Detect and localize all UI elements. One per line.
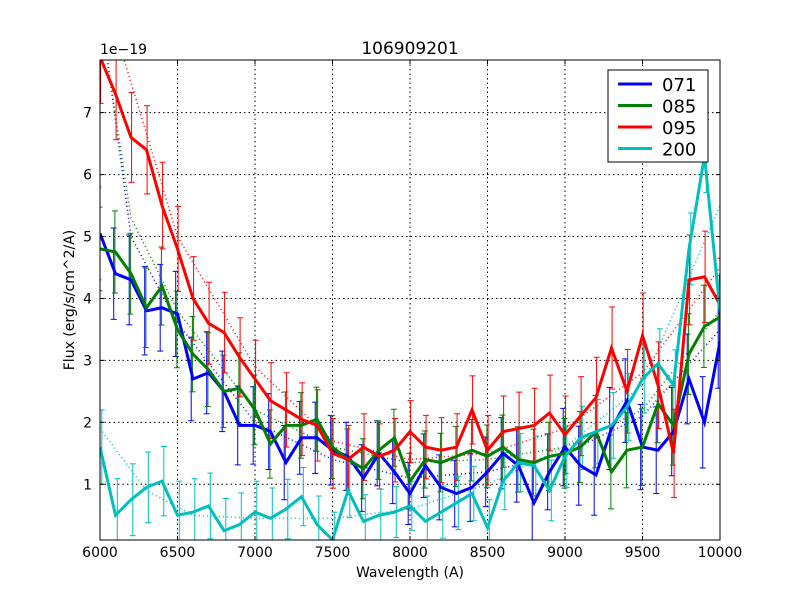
y-tick-label: 2 (83, 415, 92, 431)
error-bar-200 (486, 499, 493, 540)
x-tick-label: 6000 (82, 545, 118, 561)
error-bar-071 (699, 376, 706, 469)
chart-title: 106909201 (361, 39, 458, 59)
error-bar-200 (470, 465, 477, 522)
x-tick-label: 7000 (237, 545, 273, 561)
x-tick-label: 8500 (470, 545, 506, 561)
axis-ticks: 6000 6500 7000 7500 8000 8500 9000 9500 10000 1 2 3… (82, 60, 742, 561)
error-bar-200 (300, 467, 307, 527)
x-tick-label: 9000 (547, 545, 583, 561)
y-tick-label: 3 (83, 353, 92, 369)
legend-label-200: 200 (662, 140, 696, 161)
y-tick-label: 1 (83, 477, 92, 493)
error-bar-071 (110, 227, 117, 320)
error-bar-095 (100, 60, 104, 104)
y-tick-label: 4 (83, 291, 92, 307)
error-bar-200 (331, 511, 338, 540)
x-tick-label: 7500 (315, 545, 351, 561)
y-offset-label: 1e−19 (100, 42, 147, 58)
fit-curve-095 (123, 60, 720, 461)
series-line-095 (100, 60, 720, 462)
series-line-200 (100, 155, 720, 540)
x-tick-label: 9500 (625, 545, 661, 561)
x-tick-label: 8000 (392, 545, 428, 561)
grid (100, 60, 720, 540)
fit-curve-071 (107, 62, 720, 479)
fit-curves (100, 60, 720, 520)
x-tick-label: 10000 (698, 545, 743, 561)
error-bar-200 (160, 445, 167, 517)
error-bar-200 (207, 472, 214, 540)
legend-label-071: 071 (662, 75, 696, 96)
fit-curve-200 (100, 205, 720, 520)
y-tick-label: 6 (83, 168, 92, 184)
fit-curve-085 (107, 62, 720, 464)
series-lines (100, 60, 720, 540)
legend-label-085: 085 (662, 97, 696, 118)
y-tick-label: 7 (83, 106, 92, 122)
y-tick-label: 5 (83, 230, 92, 246)
legend-label-095: 095 (662, 118, 696, 139)
x-tick-label: 6500 (160, 545, 196, 561)
error-bar-071 (141, 266, 148, 356)
series-line-085 (100, 247, 720, 485)
x-axis-label: Wavelength (A) (356, 565, 464, 581)
error-bar-085 (100, 206, 103, 292)
y-axis-label: Flux (erg/s/cm^2/A) (62, 230, 78, 370)
